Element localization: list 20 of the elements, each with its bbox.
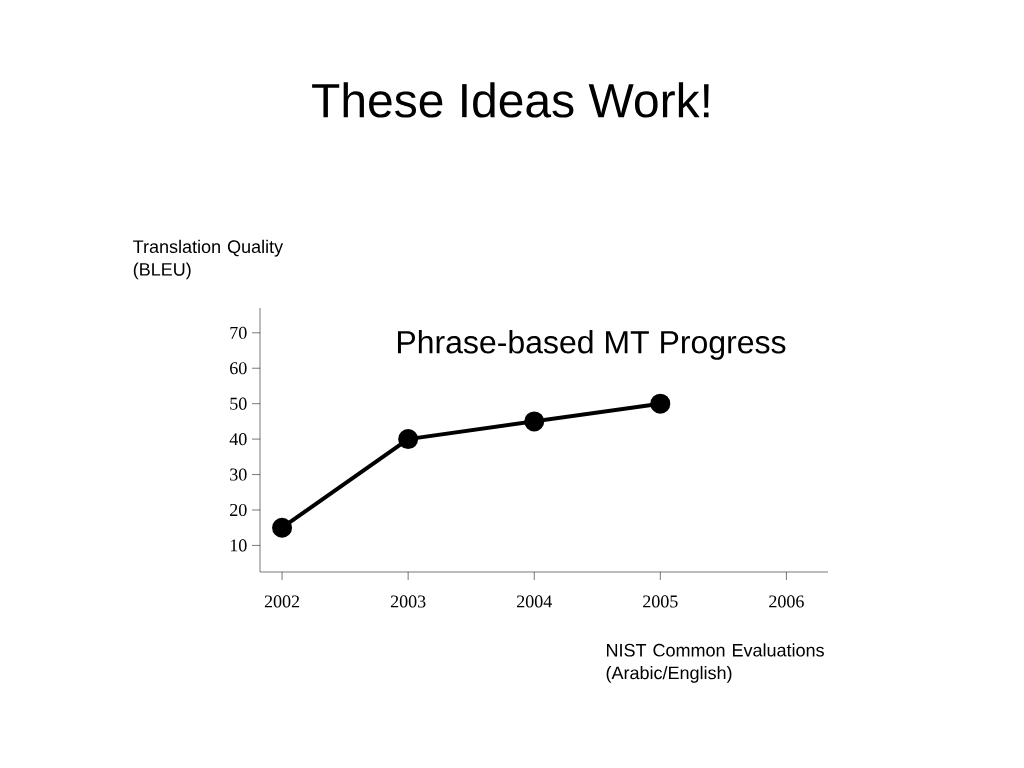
- y-tick-label: 50: [230, 397, 247, 410]
- x-tick-label: 2004: [517, 595, 552, 608]
- y-tick-label: 10: [230, 539, 247, 552]
- point: [650, 393, 671, 414]
- x-tick-label: 2002: [264, 595, 300, 608]
- x-tick-label: 2006: [769, 595, 804, 608]
- point: [398, 429, 419, 450]
- x-tick-label: 2003: [390, 595, 426, 608]
- chart-title: These Ideas Work!: [312, 82, 709, 118]
- point: [272, 517, 293, 538]
- y-axis-title: Translation Quality (BLEU): [133, 239, 284, 280]
- y-tick-label: 40: [229, 433, 247, 446]
- y-tick-label: 60: [230, 362, 247, 375]
- x-axis-title: NIST Common Evaluations (Arabic/English): [606, 643, 824, 683]
- y-tick-label: 30: [230, 468, 247, 481]
- y-tick-label: 20: [230, 503, 247, 517]
- y-tick-label: 70: [230, 326, 247, 339]
- x-tick-label: 2005: [643, 595, 678, 608]
- point: [524, 411, 545, 432]
- text: Phrase-based MT Progress: [397, 330, 786, 360]
